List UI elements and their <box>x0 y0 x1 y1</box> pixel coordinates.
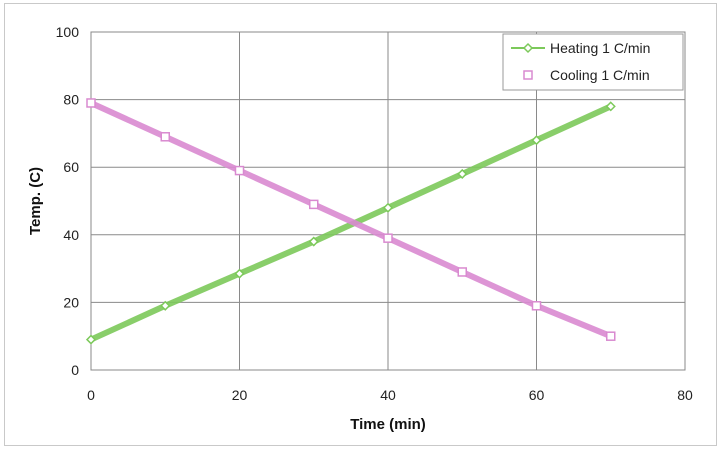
series-cooling <box>86 98 616 341</box>
data-point-cooling <box>160 132 170 142</box>
y-axis-title: Temp. (C) <box>27 167 44 235</box>
x-tick-label: 40 <box>380 387 396 403</box>
data-point-heating <box>605 101 616 112</box>
series-line-heating <box>88 103 614 343</box>
x-tick-label: 80 <box>677 387 693 403</box>
x-tick-label: 60 <box>529 387 545 403</box>
legend-label-heating: Heating 1 C/min <box>550 40 650 56</box>
data-point-cooling <box>234 165 245 176</box>
data-point-cooling <box>309 199 319 210</box>
x-tick-labels: 0 20 40 60 80 <box>87 387 693 403</box>
data-point-heating <box>531 135 542 146</box>
series-heating <box>85 101 616 345</box>
legend-label-cooling: Cooling 1 C/min <box>550 67 650 83</box>
data-point-heating <box>382 202 394 213</box>
data-point-cooling <box>457 267 467 277</box>
legend-box <box>502 33 684 91</box>
x-tick-label: 0 <box>87 387 95 403</box>
data-point-heating <box>234 268 245 279</box>
y-tick-label: 0 <box>71 362 79 378</box>
x-tick-label: 20 <box>232 387 248 403</box>
data-point-heating <box>308 236 319 247</box>
y-tick-label: 40 <box>63 227 79 243</box>
y-tick-label: 80 <box>63 92 79 108</box>
data-point-heating <box>457 168 468 180</box>
y-tick-label: 20 <box>63 294 79 310</box>
data-point-cooling <box>86 98 96 108</box>
data-point-heating <box>160 300 171 311</box>
y-tick-labels: 0 20 40 60 80 100 <box>56 24 80 378</box>
y-tick-label: 60 <box>63 159 79 175</box>
series-layer <box>85 98 616 345</box>
legend-marker-heating <box>522 42 534 54</box>
x-axis-title: Time (min) <box>350 416 426 433</box>
series-line-cooling <box>88 99 614 340</box>
y-tick-label: 100 <box>56 24 80 40</box>
legend-item-heating: Heating 1 C/min <box>511 40 650 56</box>
legend: Heating 1 C/min Cooling 1 C/min <box>502 33 684 91</box>
data-point-cooling <box>383 233 393 243</box>
data-point-cooling <box>606 331 616 341</box>
legend-marker-cooling <box>523 70 533 80</box>
legend-item-cooling: Cooling 1 C/min <box>523 67 650 83</box>
data-point-heating <box>85 334 97 345</box>
data-point-cooling <box>531 301 542 311</box>
